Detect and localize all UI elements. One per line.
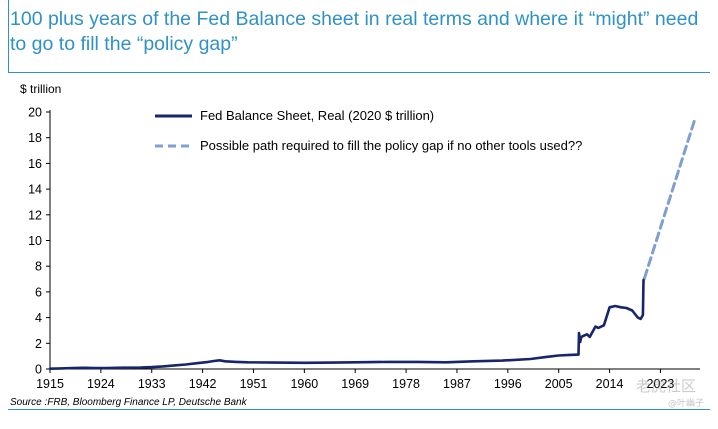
y-tick-label: 16 (28, 157, 42, 171)
watermark-text: 老虎社区 (636, 377, 697, 395)
x-tick-label: 1987 (443, 377, 471, 391)
x-tick-label: 1924 (87, 377, 115, 391)
y-tick-label: 6 (35, 285, 42, 299)
y-tick-label: 10 (28, 234, 42, 248)
title-divider (8, 72, 710, 73)
source-note: Source :FRB, Bloomberg Finance LP, Deuts… (10, 397, 247, 408)
y-tick-label: 0 (35, 363, 42, 377)
y-tick-label: 4 (35, 311, 42, 325)
x-tick-label: 2014 (596, 377, 624, 391)
x-tick-label: 2023 (647, 377, 675, 391)
chart-axes: 0 2 4 6 8 10 12 14 16 18 20 1915 1924 1933 1942 1951 196… (28, 106, 700, 391)
x-tick-label: 1933 (138, 377, 166, 391)
y-axis-label: $ trillion (20, 82, 61, 96)
x-tick-label: 1960 (290, 377, 318, 391)
legend-label-projection: Possible path required to fill the polic… (200, 138, 582, 153)
chart-legend: Fed Balance Sheet, Real (2020 $ trillion… (155, 108, 582, 153)
x-tick-label: 1978 (392, 377, 420, 391)
x-tick-label: 1996 (494, 377, 522, 391)
y-tick-label: 14 (28, 183, 42, 197)
series-line-actual (48, 276, 646, 371)
chart-title: 100 plus years of the Fed Balance sheet … (10, 8, 699, 55)
series-line-projection (643, 119, 696, 280)
y-tick-label: 20 (28, 106, 42, 120)
y-tick-label: 8 (35, 260, 42, 274)
legend-label-actual: Fed Balance Sheet, Real (2020 $ trillion… (200, 108, 434, 123)
watermark-subtext: @叶幽子 (668, 399, 705, 409)
y-tick-label: 12 (28, 208, 42, 222)
x-tick-label: 1969 (341, 377, 369, 391)
y-tick-label: 2 (35, 337, 42, 351)
title-left-rule (8, 0, 9, 73)
chart-series (48, 119, 696, 371)
x-tick-label: 1951 (240, 377, 268, 391)
x-tick-label: 2005 (545, 377, 573, 391)
x-tick-label: 1942 (189, 377, 217, 391)
bottom-divider (8, 409, 710, 410)
x-tick-label: 1915 (36, 377, 64, 391)
y-tick-label: 18 (28, 131, 42, 145)
